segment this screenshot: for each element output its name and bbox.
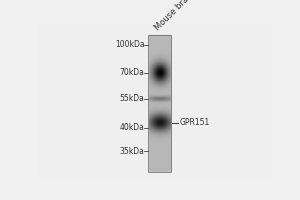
Text: 35kDa: 35kDa: [120, 147, 145, 156]
Text: 70kDa: 70kDa: [120, 68, 145, 77]
Text: Mouse brain: Mouse brain: [153, 0, 196, 32]
Text: GPR151: GPR151: [179, 118, 210, 127]
Bar: [148, 35, 171, 172]
Text: 100kDa: 100kDa: [115, 40, 145, 49]
Bar: [148, 35, 171, 172]
Text: 55kDa: 55kDa: [120, 94, 145, 103]
Text: 40kDa: 40kDa: [120, 123, 145, 132]
